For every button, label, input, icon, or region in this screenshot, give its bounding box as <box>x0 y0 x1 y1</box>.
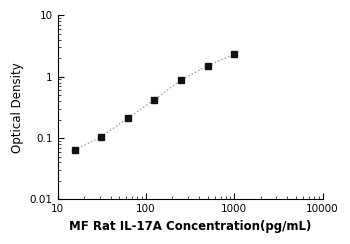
X-axis label: MF Rat IL-17A Concentration(pg/mL): MF Rat IL-17A Concentration(pg/mL) <box>69 220 311 233</box>
Y-axis label: Optical Density: Optical Density <box>11 62 24 153</box>
